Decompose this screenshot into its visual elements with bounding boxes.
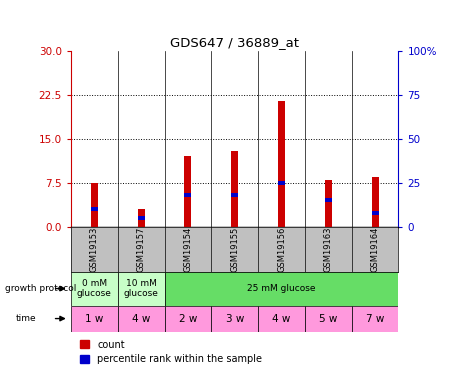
Bar [118,306,164,332]
Bar [325,180,332,227]
Bar [305,306,352,332]
Text: GSM19157: GSM19157 [136,226,146,272]
Bar [71,306,118,332]
Bar [231,193,238,197]
Text: time: time [16,314,37,323]
Bar [371,177,379,227]
Bar [118,272,164,306]
Text: 1 w: 1 w [85,314,104,324]
Bar [278,100,285,227]
Bar [71,272,118,306]
Text: 10 mM
glucose: 10 mM glucose [124,279,158,298]
Bar [91,183,98,227]
Text: 0 mM
glucose: 0 mM glucose [77,279,112,298]
Bar [185,156,191,227]
Text: GSM19164: GSM19164 [371,226,380,272]
Text: GSM19153: GSM19153 [90,226,99,272]
Text: 7 w: 7 w [366,314,384,324]
Bar [278,181,285,185]
Bar [325,198,332,202]
Bar [185,193,191,197]
Bar [352,306,398,332]
Text: GSM19154: GSM19154 [184,227,192,272]
Bar [164,306,211,332]
Bar [371,211,379,215]
Text: GSM19156: GSM19156 [277,226,286,272]
Text: GSM19155: GSM19155 [230,227,239,272]
Text: 25 mM glucose: 25 mM glucose [247,284,316,293]
Bar [231,150,238,227]
Text: GSM19163: GSM19163 [324,226,333,272]
Text: 3 w: 3 w [225,314,244,324]
Bar [211,306,258,332]
Bar [138,209,145,227]
Text: growth protocol: growth protocol [5,284,76,293]
Text: 5 w: 5 w [319,314,338,324]
Bar [164,272,398,306]
Legend: count, percentile rank within the sample: count, percentile rank within the sample [76,336,266,368]
Bar [258,306,305,332]
Title: GDS647 / 36889_at: GDS647 / 36889_at [170,36,299,50]
Bar [138,216,145,220]
Text: 4 w: 4 w [132,314,150,324]
Text: 2 w: 2 w [179,314,197,324]
Text: 4 w: 4 w [273,314,291,324]
Bar [91,207,98,211]
